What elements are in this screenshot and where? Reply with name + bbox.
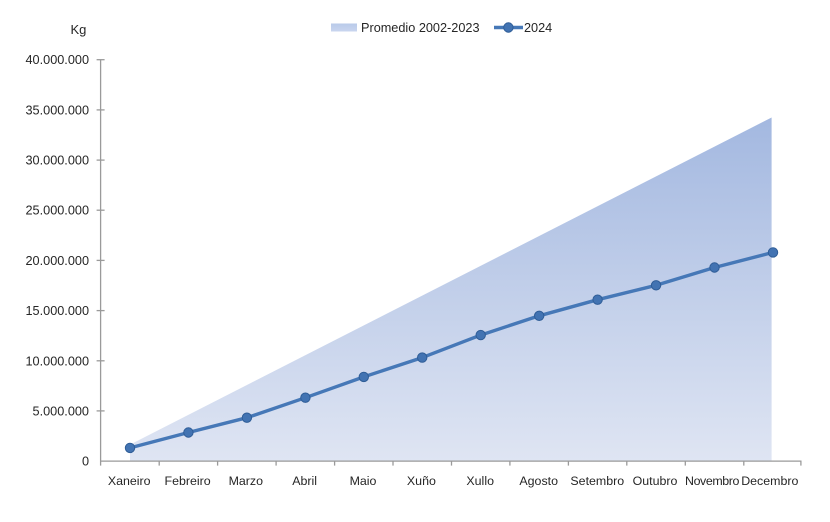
svg-text:5.000.000: 5.000.000 — [33, 404, 89, 418]
svg-text:Xullo: Xullo — [466, 474, 494, 488]
svg-text:Maio: Maio — [350, 474, 377, 488]
svg-text:2024: 2024 — [524, 21, 552, 35]
svg-text:Setembro: Setembro — [570, 474, 624, 488]
svg-text:Abril: Abril — [292, 474, 317, 488]
svg-text:Xuño: Xuño — [407, 474, 436, 488]
svg-text:25.000.000: 25.000.000 — [26, 204, 90, 218]
svg-text:Promedio 2002-2023: Promedio 2002-2023 — [361, 21, 480, 35]
svg-text:Outubro: Outubro — [633, 474, 678, 488]
svg-text:Novembro: Novembro — [685, 474, 739, 488]
svg-text:Xaneiro: Xaneiro — [108, 474, 151, 488]
svg-text:20.000.000: 20.000.000 — [26, 254, 90, 268]
svg-text:Febreiro: Febreiro — [165, 474, 211, 488]
svg-text:Agosto: Agosto — [519, 474, 558, 488]
svg-text:Decembro: Decembro — [741, 474, 798, 488]
svg-text:35.000.000: 35.000.000 — [26, 103, 90, 117]
svg-text:30.000.000: 30.000.000 — [26, 154, 90, 168]
svg-text:0: 0 — [82, 455, 89, 469]
svg-text:Kg: Kg — [71, 22, 87, 37]
svg-text:Marzo: Marzo — [229, 474, 264, 488]
svg-text:40.000.000: 40.000.000 — [26, 53, 90, 67]
svg-text:15.000.000: 15.000.000 — [26, 304, 90, 318]
svg-text:10.000.000: 10.000.000 — [26, 354, 90, 368]
